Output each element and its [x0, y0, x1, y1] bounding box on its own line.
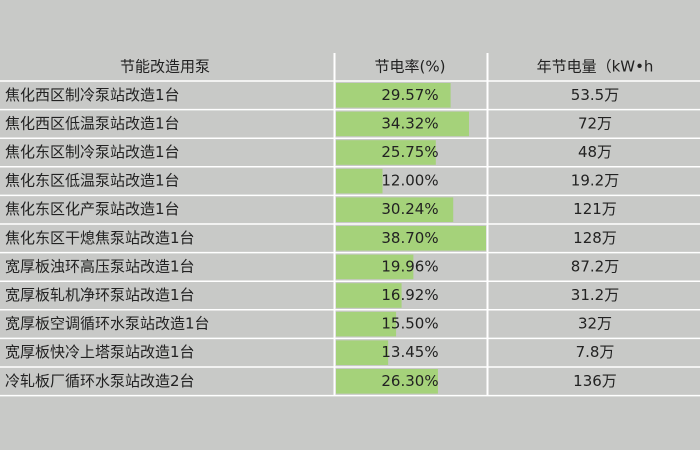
name-cell: 宽厚板浊环高压泵站改造1台 [5, 257, 195, 275]
saving-cell: 53.5万 [571, 86, 619, 104]
saving-cell: 128万 [573, 229, 617, 247]
rate-cell: 26.30% [381, 372, 438, 390]
name-cell: 焦化西区低温泵站改造1台 [5, 114, 180, 132]
data-bar [336, 197, 454, 222]
rate-cell: 30.24% [381, 200, 438, 218]
header-cell: 节电率(%) [375, 58, 446, 76]
saving-cell: 32万 [578, 315, 612, 333]
data-bar [336, 83, 451, 108]
saving-cell: 7.8万 [576, 343, 615, 361]
rate-cell: 34.32% [381, 114, 438, 132]
rate-cell: 15.50% [381, 315, 438, 333]
name-cell: 焦化东区干熄焦泵站改造1台 [5, 229, 195, 247]
data-bar [336, 226, 486, 251]
data-bar [336, 140, 436, 165]
header-cell: 节能改造用泵 [120, 58, 210, 76]
rate-cell: 12.00% [381, 172, 438, 190]
name-cell: 焦化西区制冷泵站改造1台 [5, 86, 180, 104]
data-bar [336, 283, 402, 308]
saving-cell: 48万 [578, 143, 612, 161]
rate-cell: 29.57% [381, 86, 438, 104]
saving-cell: 87.2万 [571, 257, 619, 275]
data-bar [336, 340, 389, 365]
saving-cell: 136万 [573, 372, 617, 390]
name-cell: 焦化东区低温泵站改造1台 [5, 172, 180, 190]
saving-cell: 121万 [573, 200, 617, 218]
header-cell: 年节电量（kW•h [537, 58, 654, 76]
rate-cell: 25.75% [381, 143, 438, 161]
saving-cell: 31.2万 [571, 286, 619, 304]
rate-cell: 16.92% [381, 286, 438, 304]
data-bar [336, 254, 414, 280]
saving-cell: 72万 [578, 114, 612, 132]
saving-cell: 19.2万 [571, 172, 619, 190]
name-cell: 宽厚板轧机净环泵站改造1台 [5, 286, 195, 304]
rate-cell: 13.45% [381, 343, 438, 361]
rate-cell: 38.70% [381, 229, 438, 247]
rate-cell: 19.96% [381, 257, 438, 275]
name-cell: 宽厚板快冷上塔泵站改造1台 [5, 343, 195, 361]
name-cell: 焦化东区制冷泵站改造1台 [5, 143, 180, 161]
name-cell: 宽厚板空调循环水泵站改造1台 [5, 315, 210, 333]
name-cell: 冷轧板厂循环水泵站改造2台 [5, 372, 195, 390]
name-cell: 焦化东区化产泵站改造1台 [5, 200, 180, 218]
data-bar [336, 111, 470, 137]
data-bar [336, 168, 383, 194]
data-bar [336, 311, 397, 337]
data-bar [336, 369, 438, 394]
